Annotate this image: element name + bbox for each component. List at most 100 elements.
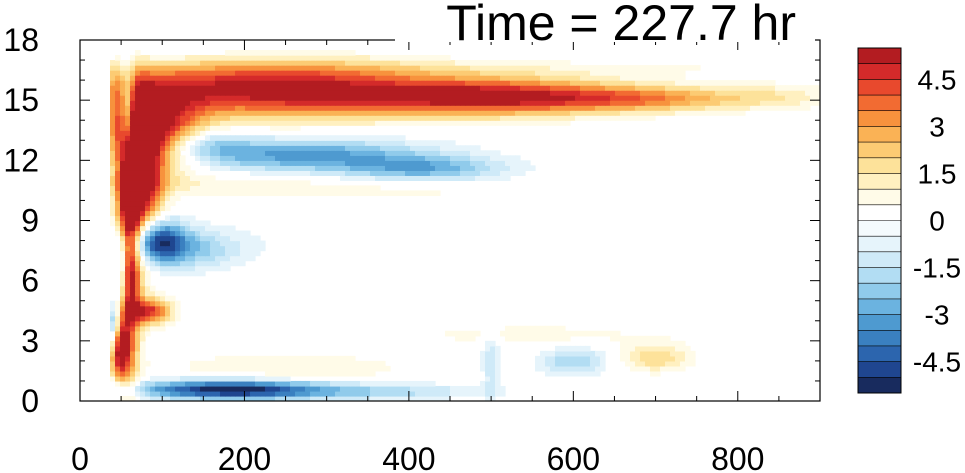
contour-cell (385, 155, 391, 161)
contour-cell (220, 380, 226, 387)
contour-cell (345, 55, 351, 61)
contour-cell (450, 75, 456, 81)
contour-cell (280, 70, 286, 76)
contour-cell (245, 105, 251, 111)
contour-cell (205, 145, 211, 151)
contour-cell (290, 125, 296, 131)
contour-cell (145, 65, 151, 71)
contour-cell (160, 170, 166, 176)
contour-cell (130, 115, 136, 121)
contour-cell (125, 100, 131, 106)
y-tick-label: 15 (3, 82, 39, 118)
contour-cell (355, 140, 361, 146)
contour-cell (565, 345, 571, 352)
contour-cell (485, 375, 491, 382)
contour-cell (695, 80, 701, 86)
contour-cell (250, 110, 256, 116)
contour-cell (335, 55, 341, 61)
contour-cell (515, 160, 521, 166)
contour-cell (220, 185, 226, 192)
contour-cell (415, 55, 421, 61)
contour-cell (765, 95, 771, 101)
contour-cell (435, 70, 441, 76)
contour-cell (160, 315, 166, 322)
contour-cell (150, 250, 156, 257)
contour-cell (115, 120, 121, 126)
contour-cell (165, 180, 171, 186)
contour-cell (600, 70, 606, 76)
contour-cell (445, 170, 451, 176)
contour-cell (165, 75, 171, 81)
contour-cell (665, 355, 671, 362)
contour-cell (425, 105, 431, 111)
contour-cell (110, 65, 116, 71)
contour-cell (540, 325, 546, 332)
contour-cell (390, 135, 396, 141)
contour-cell (175, 130, 181, 136)
contour-cell (190, 115, 196, 121)
contour-cell (160, 320, 166, 327)
contour-cell (135, 145, 141, 151)
contour-cell (440, 145, 446, 151)
contour-cell (150, 125, 156, 131)
contour-cell (275, 385, 281, 392)
contour-cell (155, 165, 161, 171)
contour-cell (375, 190, 381, 197)
contour-cell (120, 95, 126, 101)
contour-cell (500, 155, 506, 161)
contour-cell (165, 60, 171, 66)
contour-cell (170, 150, 176, 156)
contour-cell (270, 190, 276, 197)
contour-cell (160, 305, 166, 312)
contour-cell (420, 120, 426, 126)
contour-cell (305, 105, 311, 111)
contour-cell (535, 365, 541, 372)
contour-cell (605, 90, 611, 96)
contour-cell (185, 175, 191, 181)
contour-cell (125, 170, 131, 176)
contour-cell (265, 185, 271, 192)
contour-cell (365, 85, 371, 91)
contour-cell (110, 80, 116, 86)
contour-cell (220, 240, 226, 247)
contour-cell (800, 85, 806, 91)
contour-cell (130, 230, 136, 237)
contour-cell (405, 115, 411, 121)
contour-cell (565, 60, 571, 66)
contour-cell (705, 110, 711, 116)
contour-cell (570, 355, 576, 362)
contour-cell (215, 90, 221, 96)
contour-cell (365, 135, 371, 141)
contour-cell (130, 210, 136, 217)
contour-cell (665, 360, 671, 367)
contour-cell (495, 85, 501, 91)
contour-cell (155, 220, 161, 227)
contour-cell (545, 370, 551, 377)
contour-cell (705, 100, 711, 106)
contour-cell (190, 185, 196, 192)
contour-cell (655, 110, 661, 116)
contour-cell (145, 275, 151, 282)
contour-cell (505, 75, 511, 81)
contour-cell (245, 380, 251, 387)
contour-cell (200, 85, 206, 91)
contour-cell (150, 190, 156, 197)
contour-cell (235, 365, 241, 372)
contour-cell (210, 65, 216, 71)
contour-cell (560, 325, 566, 332)
contour-cell (410, 155, 416, 161)
contour-cell (405, 385, 411, 392)
contour-cell (295, 80, 301, 86)
contour-cell (215, 80, 221, 86)
contour-cell (170, 270, 176, 277)
contour-cell (370, 365, 376, 372)
contour-cell (715, 110, 721, 116)
contour-cell (175, 105, 181, 111)
contour-cell (470, 90, 476, 96)
contour-cell (120, 255, 126, 262)
contour-cell (255, 190, 261, 197)
contour-cell (450, 160, 456, 166)
contour-cell (445, 70, 451, 76)
contour-cell (135, 265, 141, 272)
contour-cell (230, 375, 236, 382)
